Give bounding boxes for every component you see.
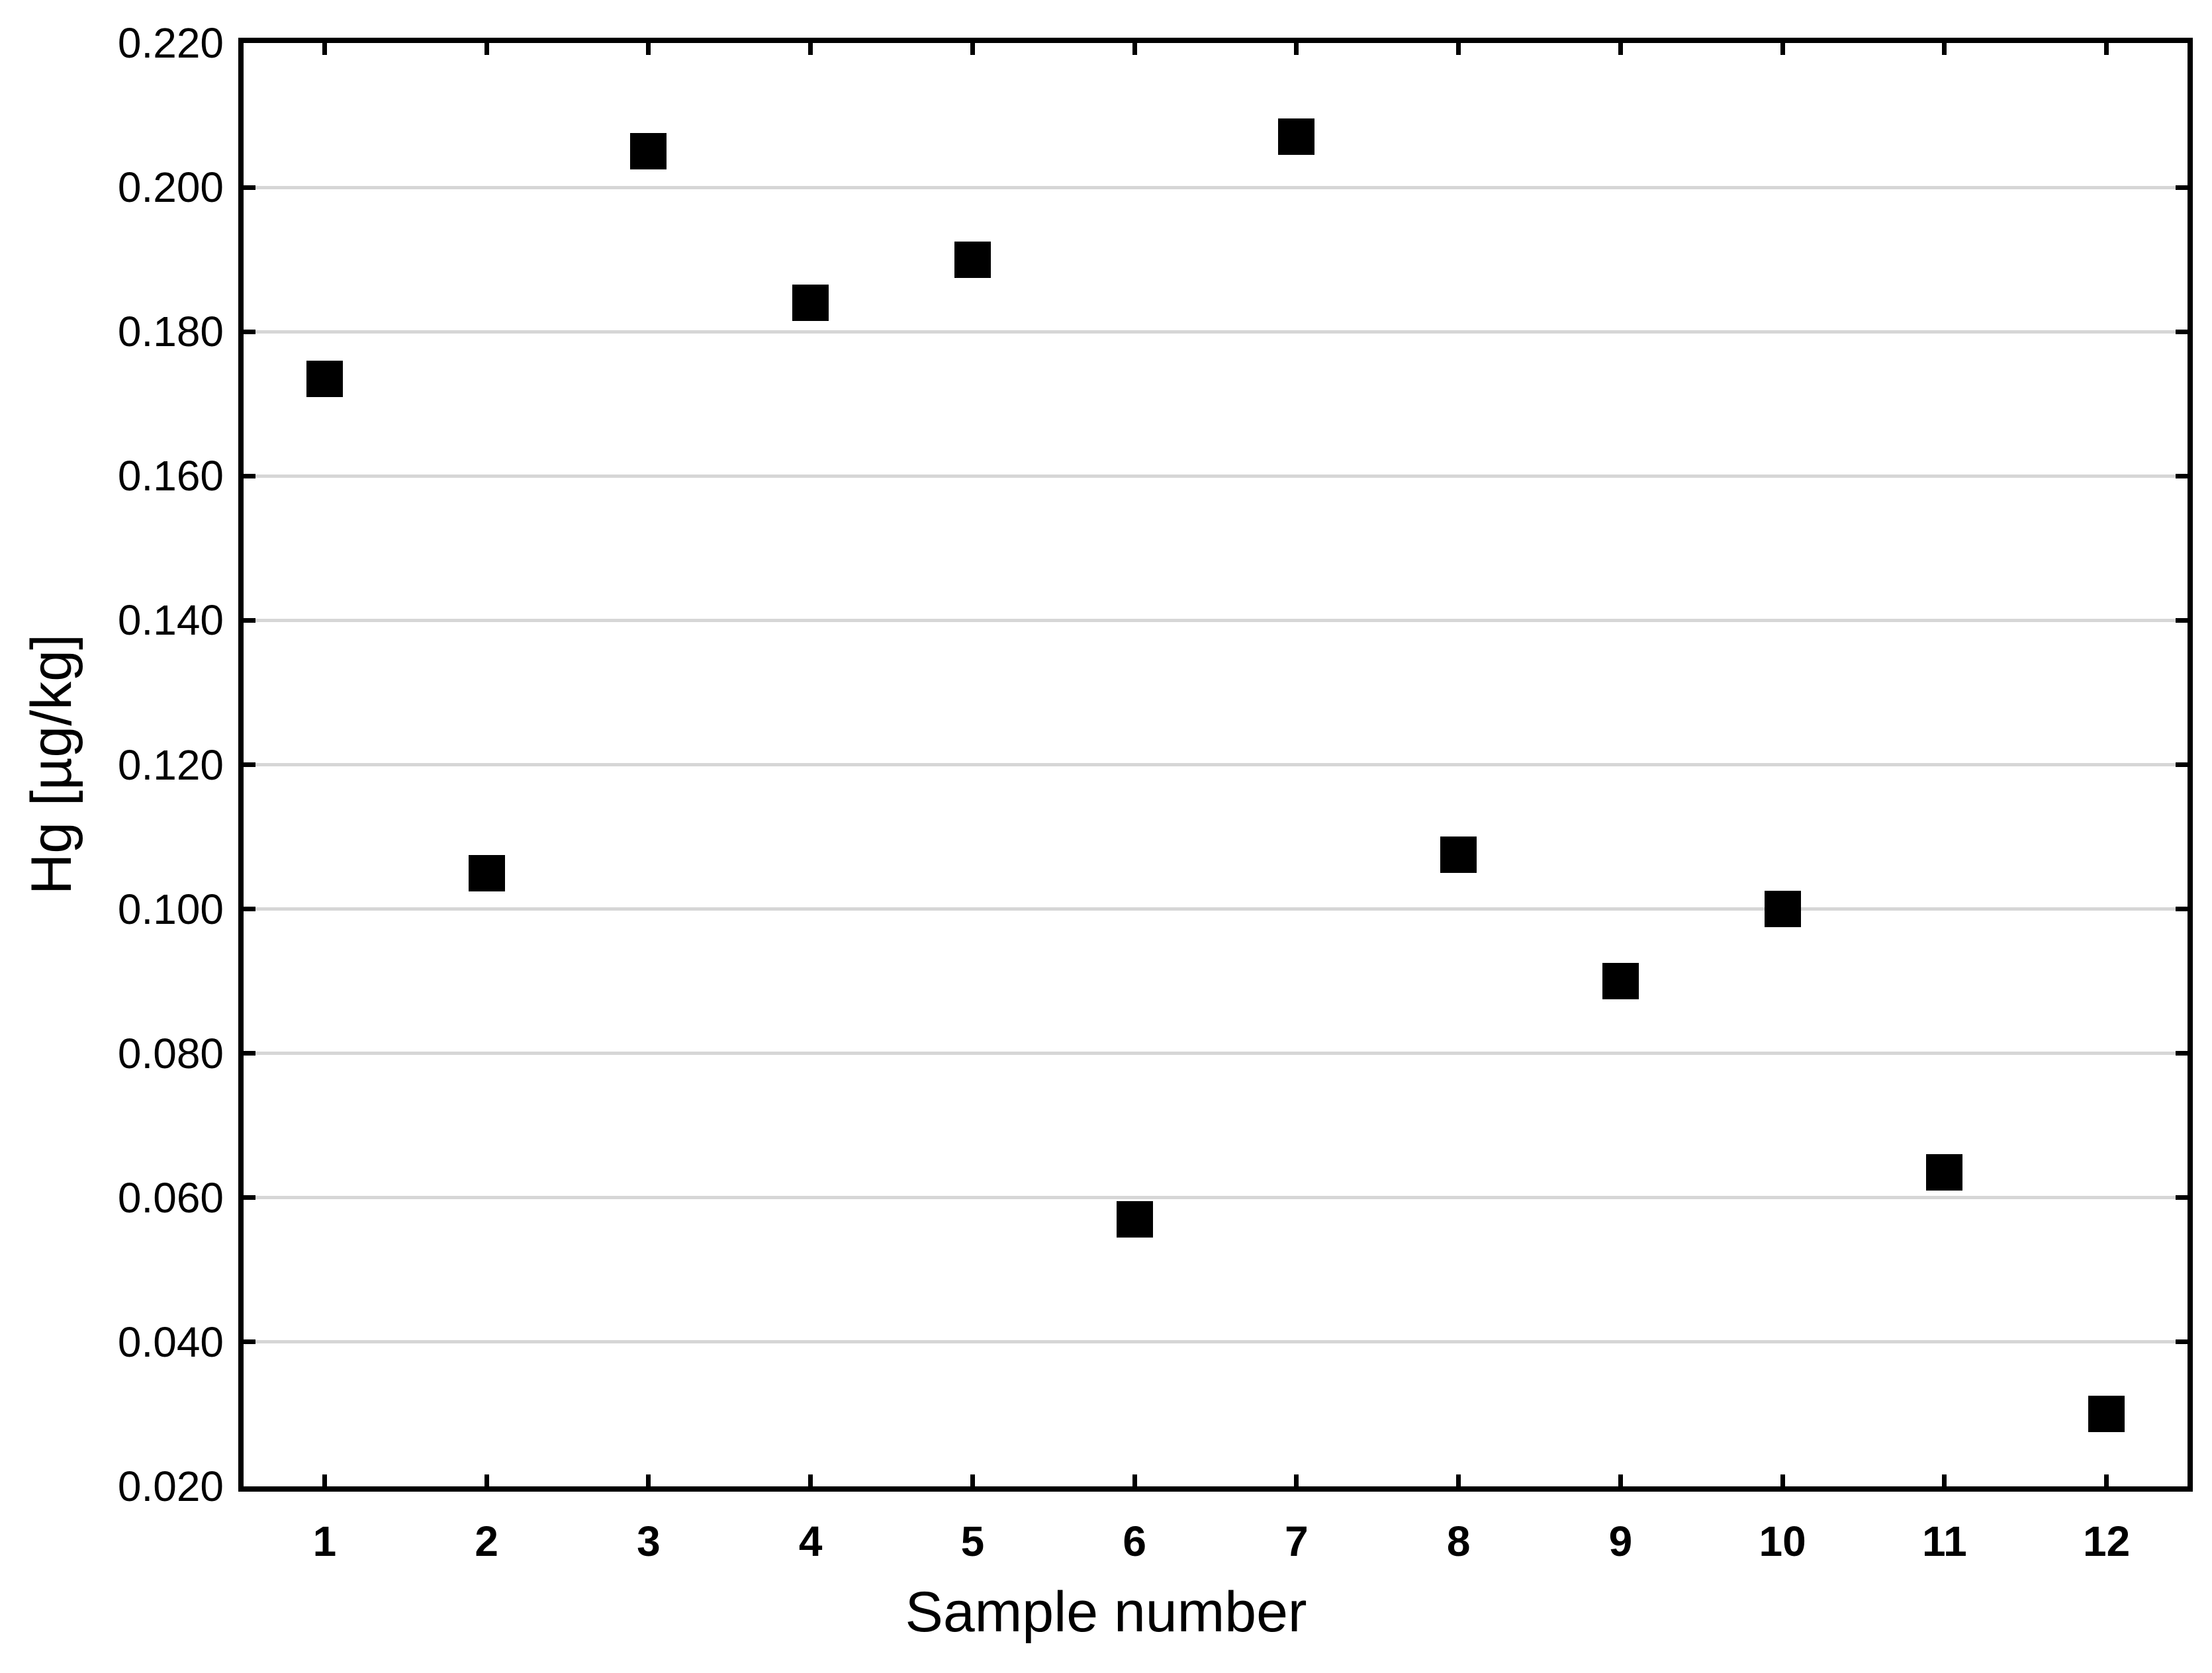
y-tick-label: 0.140: [117, 596, 224, 645]
x-tick-label: 4: [798, 1517, 823, 1565]
plot-area: [238, 38, 2193, 1492]
data-point: [954, 241, 991, 278]
x-axis-tick-top: [646, 43, 651, 55]
y-axis-tick-right: [2176, 762, 2188, 767]
x-tick-label: 9: [1608, 1517, 1633, 1565]
y-tick-label: 0.020: [117, 1463, 224, 1510]
y-axis-tick: [244, 907, 255, 912]
y-tick-label: 0.200: [117, 163, 224, 212]
y-tick-label: 0.120: [117, 741, 224, 789]
y-tick-label: 0.040: [117, 1318, 224, 1366]
markers-layer: [244, 43, 2188, 1486]
y-axis-tick: [244, 1195, 255, 1200]
y-axis-tick: [244, 329, 255, 334]
x-axis-tick: [646, 1474, 651, 1486]
y-axis-tick-right: [2176, 1051, 2188, 1056]
data-point: [630, 133, 667, 170]
x-axis-tick-top: [1294, 43, 1299, 55]
y-axis-tick: [244, 1339, 255, 1345]
x-axis-title: Sample number: [905, 1580, 1307, 1644]
data-point: [2088, 1396, 2125, 1433]
y-axis-tick: [244, 185, 255, 190]
x-tick-label: 8: [1446, 1517, 1471, 1565]
y-axis-tick: [244, 617, 255, 623]
data-point: [1440, 836, 1477, 874]
x-axis-tick: [1618, 1474, 1623, 1486]
x-tick-label: 3: [637, 1517, 661, 1565]
x-axis-tick-top: [1618, 43, 1623, 55]
x-axis-tick: [322, 1474, 327, 1486]
gridline: [244, 474, 2188, 478]
y-tick-label: 0.060: [117, 1173, 224, 1222]
x-axis-tick-top: [808, 43, 813, 55]
x-tick-label: 2: [475, 1517, 498, 1565]
y-axis-tick-right: [2176, 617, 2188, 623]
x-axis-tick-top: [484, 43, 489, 55]
x-tick-label: 12: [2083, 1517, 2131, 1565]
gridline: [244, 907, 2188, 911]
y-axis-tick-right: [2176, 907, 2188, 912]
data-point: [1602, 963, 1639, 1000]
x-axis-tick: [1780, 1474, 1785, 1486]
gridlines-layer: [244, 43, 2188, 1486]
x-tick-label: 10: [1759, 1517, 1806, 1565]
data-point: [1278, 118, 1315, 156]
x-axis-tick-top: [1456, 43, 1461, 55]
x-axis-tick: [1132, 1474, 1137, 1486]
x-axis-tick: [1456, 1474, 1461, 1486]
gridline: [244, 1340, 2188, 1344]
x-axis-tick-top: [1132, 43, 1137, 55]
gridline: [244, 330, 2188, 334]
data-point: [1764, 891, 1801, 928]
gridline: [244, 618, 2188, 622]
x-axis-tick: [484, 1474, 489, 1486]
y-tick-label: 0.080: [117, 1029, 224, 1077]
x-tick-label: 5: [960, 1517, 985, 1565]
y-axis-tick: [244, 762, 255, 767]
y-tick-label: 0.180: [117, 308, 224, 356]
x-axis-tick: [1942, 1474, 1947, 1486]
x-axis-tick-top: [1942, 43, 1947, 55]
y-axis-tick: [244, 1051, 255, 1056]
ticks-layer: [244, 43, 2188, 1486]
x-axis-tick: [1294, 1474, 1299, 1486]
x-tick-label: 11: [1922, 1517, 1967, 1565]
x-tick-label: 7: [1285, 1517, 1309, 1565]
y-tick-label: 0.160: [117, 452, 224, 500]
y-tick-label: 0.100: [117, 885, 224, 933]
gridline: [244, 185, 2188, 189]
x-axis-tick-top: [2104, 43, 2109, 55]
x-tick-label: 6: [1123, 1517, 1146, 1565]
data-point: [306, 360, 343, 397]
data-point: [1116, 1201, 1153, 1238]
y-axis-title: Hg [µg/kg]: [20, 634, 83, 895]
x-axis-tick-top: [322, 43, 327, 55]
data-point: [792, 285, 829, 322]
y-axis-tick-right: [2176, 329, 2188, 334]
y-axis-tick-right: [2176, 185, 2188, 190]
y-tick-label: 0.220: [117, 19, 224, 67]
x-axis-tick-top: [970, 43, 975, 55]
y-axis-tick-right: [2176, 1195, 2188, 1200]
x-axis-tick: [808, 1474, 813, 1486]
gridline: [244, 763, 2188, 766]
gridline: [244, 1196, 2188, 1200]
gridline: [244, 1052, 2188, 1056]
data-point: [1926, 1154, 1963, 1191]
y-axis-tick-right: [2176, 1339, 2188, 1345]
x-axis-tick-top: [1780, 43, 1785, 55]
y-axis-tick: [244, 473, 255, 478]
x-tick-label: 1: [312, 1517, 337, 1565]
x-axis-tick: [970, 1474, 975, 1486]
data-point: [468, 854, 505, 891]
y-axis-tick-right: [2176, 473, 2188, 478]
x-axis-tick: [2104, 1474, 2109, 1486]
